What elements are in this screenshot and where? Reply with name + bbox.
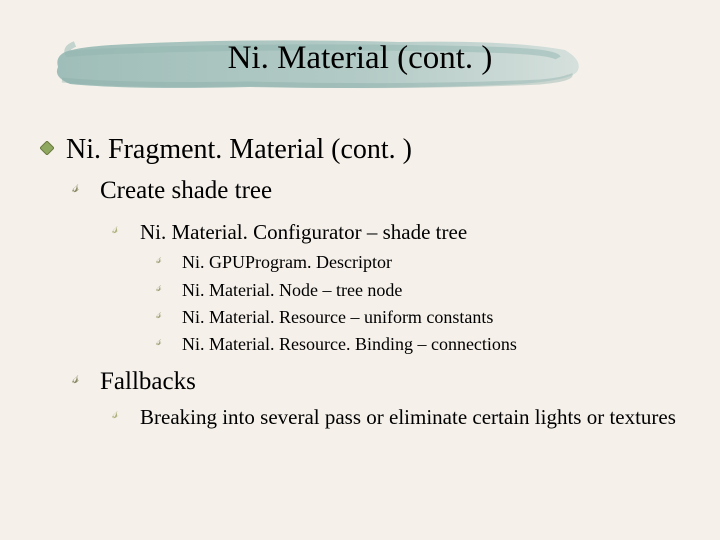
list-item-text: Create shade tree <box>100 174 272 208</box>
list-item-text: Ni. GPUProgram. Descriptor <box>182 250 392 275</box>
list-item-text: Ni. Material. Resource. Binding – connec… <box>182 332 517 357</box>
list-item: Ni. Fragment. Material (cont. ) <box>40 132 680 168</box>
list-item: 𝓈 Breaking into several pass or eliminat… <box>112 403 680 431</box>
list-item-text: Ni. Material. Node – tree node <box>182 278 402 303</box>
list-item-text: Breaking into several pass or eliminate … <box>140 403 676 431</box>
swirl-bullet-icon: 𝓈 <box>112 405 136 423</box>
list-item-text: Ni. Material. Resource – uniform constan… <box>182 305 493 330</box>
swirl-bullet-icon: 𝓈 <box>156 334 178 350</box>
list-item: 𝓈 Fallbacks <box>72 365 680 399</box>
list-item: 𝓈 Ni. GPUProgram. Descriptor <box>156 250 680 275</box>
swirl-bullet-icon: 𝓈 <box>156 280 178 296</box>
swirl-bullet-icon: 𝓈 <box>156 252 178 268</box>
swirl-bullet-icon: 𝓈 <box>72 176 96 197</box>
slide-title: Ni. Material (cont. ) <box>0 40 720 77</box>
list-item: 𝓈 Ni. Material. Node – tree node <box>156 278 680 303</box>
swirl-bullet-icon: 𝓈 <box>72 367 96 388</box>
list-item: 𝓈 Ni. Material. Resource. Binding – conn… <box>156 332 680 357</box>
list-item: 𝓈 Create shade tree <box>72 174 680 208</box>
list-item: 𝓈 Ni. Material. Resource – uniform const… <box>156 305 680 330</box>
list-item: 𝓈 Ni. Material. Configurator – shade tre… <box>112 218 680 246</box>
list-item-text: Ni. Fragment. Material (cont. ) <box>66 132 412 168</box>
diamond-bullet-icon <box>40 141 54 155</box>
list-item-text: Ni. Material. Configurator – shade tree <box>140 218 467 246</box>
swirl-bullet-icon: 𝓈 <box>112 220 136 238</box>
swirl-bullet-icon: 𝓈 <box>156 307 178 323</box>
slide-content: Ni. Fragment. Material (cont. ) 𝓈 Create… <box>40 132 680 435</box>
list-item-text: Fallbacks <box>100 365 196 399</box>
